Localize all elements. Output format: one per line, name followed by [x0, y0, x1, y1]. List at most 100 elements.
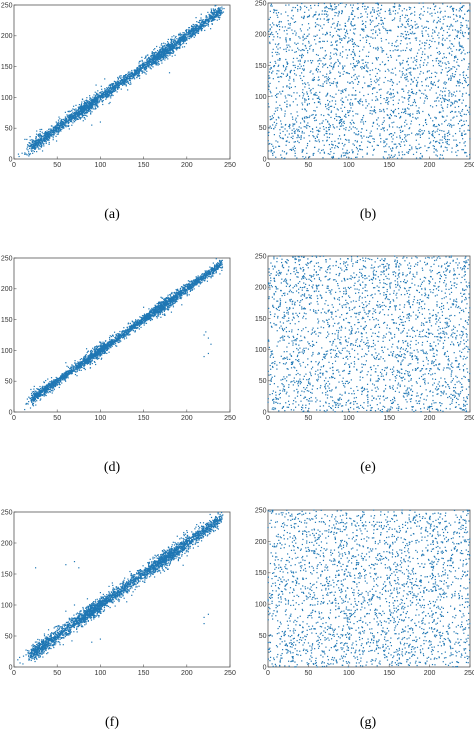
data-point [112, 85, 114, 88]
data-point [276, 9, 278, 11]
data-point [289, 77, 291, 79]
data-point [285, 38, 287, 40]
data-point [109, 87, 112, 89]
data-point [102, 93, 104, 95]
data-point [174, 44, 176, 46]
data-point [72, 112, 74, 115]
data-point [438, 20, 440, 22]
data-point [145, 68, 147, 71]
data-point [268, 77, 270, 79]
data-point [206, 19, 208, 21]
data-point [285, 75, 288, 77]
data-point [365, 36, 367, 38]
data-point [317, 84, 319, 86]
data-point [368, 36, 370, 38]
data-point [209, 17, 211, 19]
data-point [99, 95, 101, 97]
data-point [162, 46, 164, 49]
data-point [45, 139, 47, 141]
data-point [467, 129, 469, 131]
data-point [398, 127, 400, 129]
data-point [284, 134, 286, 136]
data-point [158, 53, 160, 55]
data-point [451, 151, 453, 153]
data-point [83, 101, 86, 104]
data-point [79, 111, 81, 113]
data-point [328, 18, 330, 20]
data-point [59, 122, 61, 124]
data-point [377, 3, 379, 5]
data-point [424, 97, 426, 99]
data-point [72, 115, 74, 117]
data-point [84, 104, 87, 106]
data-point [168, 72, 171, 74]
data-point [364, 25, 367, 27]
data-point [182, 43, 184, 45]
data-point [390, 94, 392, 96]
data-point [36, 145, 38, 148]
data-point [417, 27, 419, 29]
data-point [130, 83, 132, 85]
data-point [403, 111, 405, 114]
data-point [376, 80, 378, 82]
data-point [308, 15, 310, 18]
data-point [166, 48, 168, 50]
data-point [462, 74, 465, 76]
data-point [327, 121, 329, 123]
data-point [410, 57, 412, 59]
data-point [318, 97, 320, 100]
data-point [160, 51, 162, 54]
data-point [338, 122, 340, 125]
data-point [169, 47, 171, 50]
data-point [345, 4, 347, 6]
data-point [338, 13, 340, 15]
data-point [146, 63, 149, 65]
data-point [277, 141, 279, 143]
data-point [467, 9, 470, 11]
data-point [371, 135, 373, 137]
data-point [215, 15, 217, 18]
data-point [322, 66, 324, 68]
data-point [30, 147, 32, 149]
data-point [281, 137, 283, 139]
data-point [128, 78, 131, 80]
x-tick-label: 250 [224, 162, 236, 169]
data-point [56, 128, 58, 131]
data-point [387, 56, 389, 58]
data-point [301, 117, 304, 119]
data-point [445, 119, 447, 121]
data-point [278, 21, 280, 23]
data-point [401, 74, 404, 76]
data-point [405, 112, 407, 115]
data-point [380, 128, 382, 130]
data-point [395, 74, 397, 76]
data-point [138, 71, 140, 73]
data-point [163, 42, 165, 44]
data-point [389, 9, 391, 11]
data-point [207, 18, 209, 20]
data-point [87, 109, 89, 111]
data-point [357, 7, 359, 9]
data-point [415, 27, 417, 29]
data-point [31, 145, 34, 147]
data-point [62, 124, 64, 126]
data-point [64, 125, 66, 127]
data-point [166, 54, 168, 57]
data-point [115, 83, 117, 85]
data-point [341, 56, 343, 58]
data-point [185, 39, 187, 41]
data-point [414, 32, 416, 35]
data-point [405, 139, 407, 141]
data-point [317, 2, 320, 5]
data-point [388, 13, 391, 15]
data-point [102, 99, 104, 102]
data-point [318, 141, 321, 143]
data-point [129, 83, 131, 86]
data-point [97, 98, 99, 100]
data-point [45, 132, 47, 134]
data-point [417, 134, 419, 136]
data-point [448, 93, 450, 95]
data-point [274, 9, 276, 11]
data-point [161, 42, 163, 45]
data-point [436, 22, 438, 24]
